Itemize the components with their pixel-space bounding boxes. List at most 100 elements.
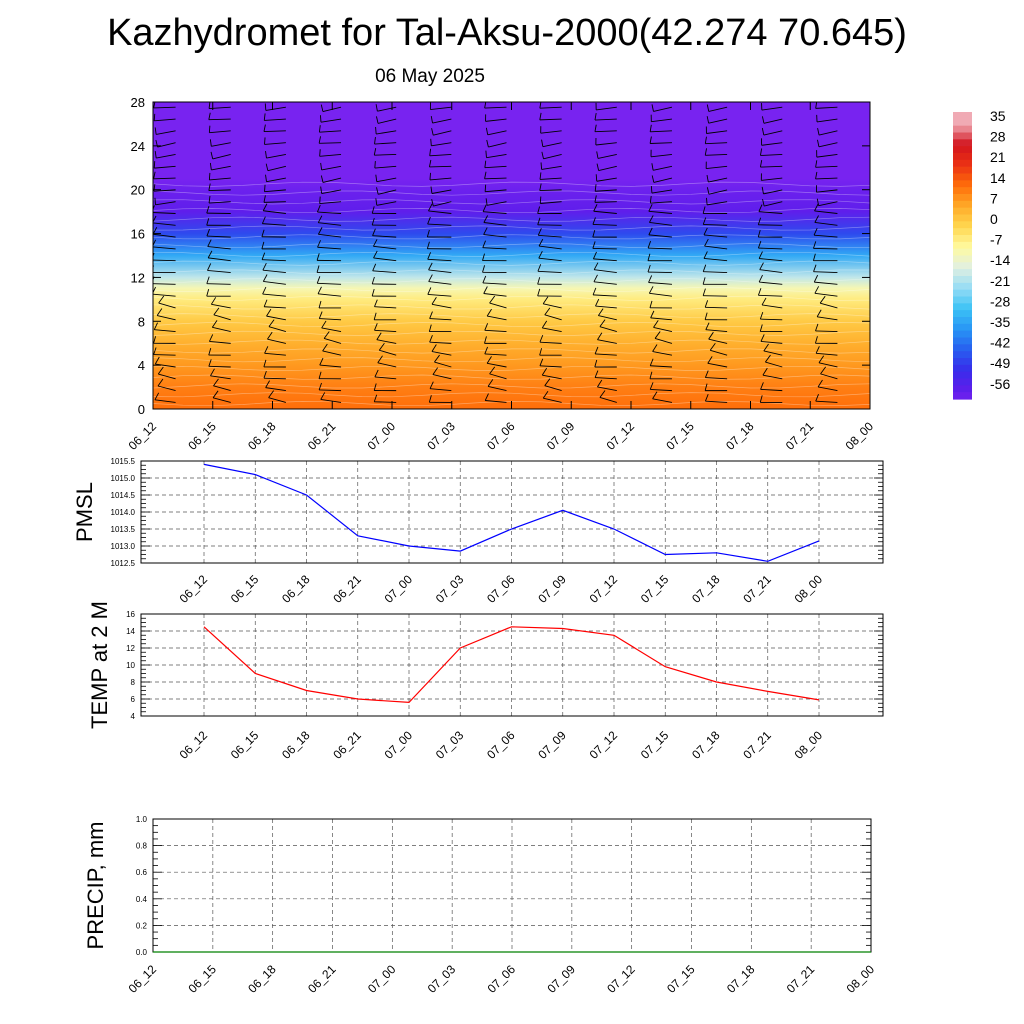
wind-barb [157,315,176,321]
wind-barb [374,142,397,145]
temp-panel: 4 6 8 10 12 14 16 TEMP at 2 M 06_12 06_15 06_18 06_… [87,601,884,762]
wind-barb [319,201,342,204]
section-ytick-label: 20 [131,183,145,198]
xtick-label: 06_21 [305,962,339,996]
wind-barb [428,281,452,285]
wind-barb [650,154,673,158]
wind-barb [648,210,673,214]
wind-barb [708,106,728,112]
wind-barb [705,142,728,145]
wind-barb [262,223,286,226]
colorbar-swatch [953,310,972,318]
xtick-label: 06_18 [279,572,313,606]
wind-barb [153,259,176,262]
wind-barb [543,154,562,160]
colorbar-swatch [953,303,972,311]
wind-barb [710,349,728,356]
wind-barb [763,350,783,356]
colorbar-label: 7 [990,190,998,206]
wind-barb [653,326,673,333]
wind-barb [213,314,231,321]
wind-barb [594,269,617,273]
wind-barb [319,318,342,321]
wind-barb [376,201,397,206]
ytick-label: 1015.0 [111,474,136,483]
wind-barb [431,303,452,309]
wind-barb [377,118,397,124]
wind-barb [764,201,783,207]
wind-barb [262,259,286,262]
wind-barb [321,327,342,333]
colorbar-swatch [953,146,972,154]
wind-barb [758,294,783,297]
wind-barb [539,106,562,109]
wind-barb [539,189,562,192]
colorbar-label: 0 [990,211,998,227]
wind-barb [816,154,838,158]
wind-barb [264,142,286,145]
colorbar-swatch [953,214,972,222]
colorbar-swatch [953,269,972,277]
wind-barb [264,306,286,309]
xtick-label: 07_03 [433,728,467,762]
wind-barb [763,130,783,136]
colorbar-swatch [953,248,972,257]
colorbar-swatch [953,235,972,243]
wind-barb [653,177,673,183]
wind-barb [374,401,397,403]
wind-barb [264,118,286,121]
wind-barb [708,189,728,195]
xtick-label: 06_21 [330,728,364,762]
xtick-label: 07_12 [604,962,638,996]
colorbar-swatch [953,112,972,120]
wind-barb [597,154,617,159]
wind-barb [486,201,507,206]
wind-barb [595,305,617,309]
wind-barb [707,201,728,206]
wind-barb [428,269,452,273]
colorbar-swatch [953,207,972,216]
xtick-label: 07_15 [664,962,698,996]
wind-barb [431,142,452,147]
ytick-label: 0.2 [136,921,148,930]
wind-barb [706,165,728,170]
ytick-label: 1015.5 [111,457,136,466]
wind-barb [154,118,176,122]
xtick-label: 08_00 [844,962,878,996]
wind-barb [539,177,562,180]
wind-barb [431,189,452,194]
colorbar-swatch [953,344,972,352]
wind-barb [320,118,342,123]
wind-barb [432,118,452,124]
wind-barb [650,130,672,133]
wind-barb [538,257,562,262]
colorbar-swatch [953,228,972,236]
wind-barb [815,330,838,333]
colorbar-swatch [953,262,972,270]
wind-barb [319,389,342,392]
colorbar-swatch [953,139,972,147]
wind-barb [544,314,562,321]
wind-barb [650,142,672,144]
wind-barb [705,154,728,156]
wind-barb [322,350,342,356]
xtick-label: 07_21 [740,728,774,762]
wind-barb [813,247,838,250]
wind-barb [482,282,507,285]
xtick-label: 07_18 [689,572,723,606]
chart-title: Kazhydromet for Tal-Aksu-2000(42.274 70.… [107,12,907,54]
xtick-label: 07_15 [638,572,672,606]
wind-barb [208,189,231,192]
xtick-label: 08_00 [792,572,826,606]
wind-barb [263,281,286,285]
wind-barb [543,397,562,403]
wind-barb [432,374,452,380]
xtick-label: 07_06 [484,572,518,606]
wind-barb [708,338,728,344]
section-xtick-label: 07_12 [604,419,638,453]
wind-barb [706,130,728,134]
wind-barb [209,201,231,204]
wind-barb [317,293,342,297]
wind-barb [208,118,231,121]
